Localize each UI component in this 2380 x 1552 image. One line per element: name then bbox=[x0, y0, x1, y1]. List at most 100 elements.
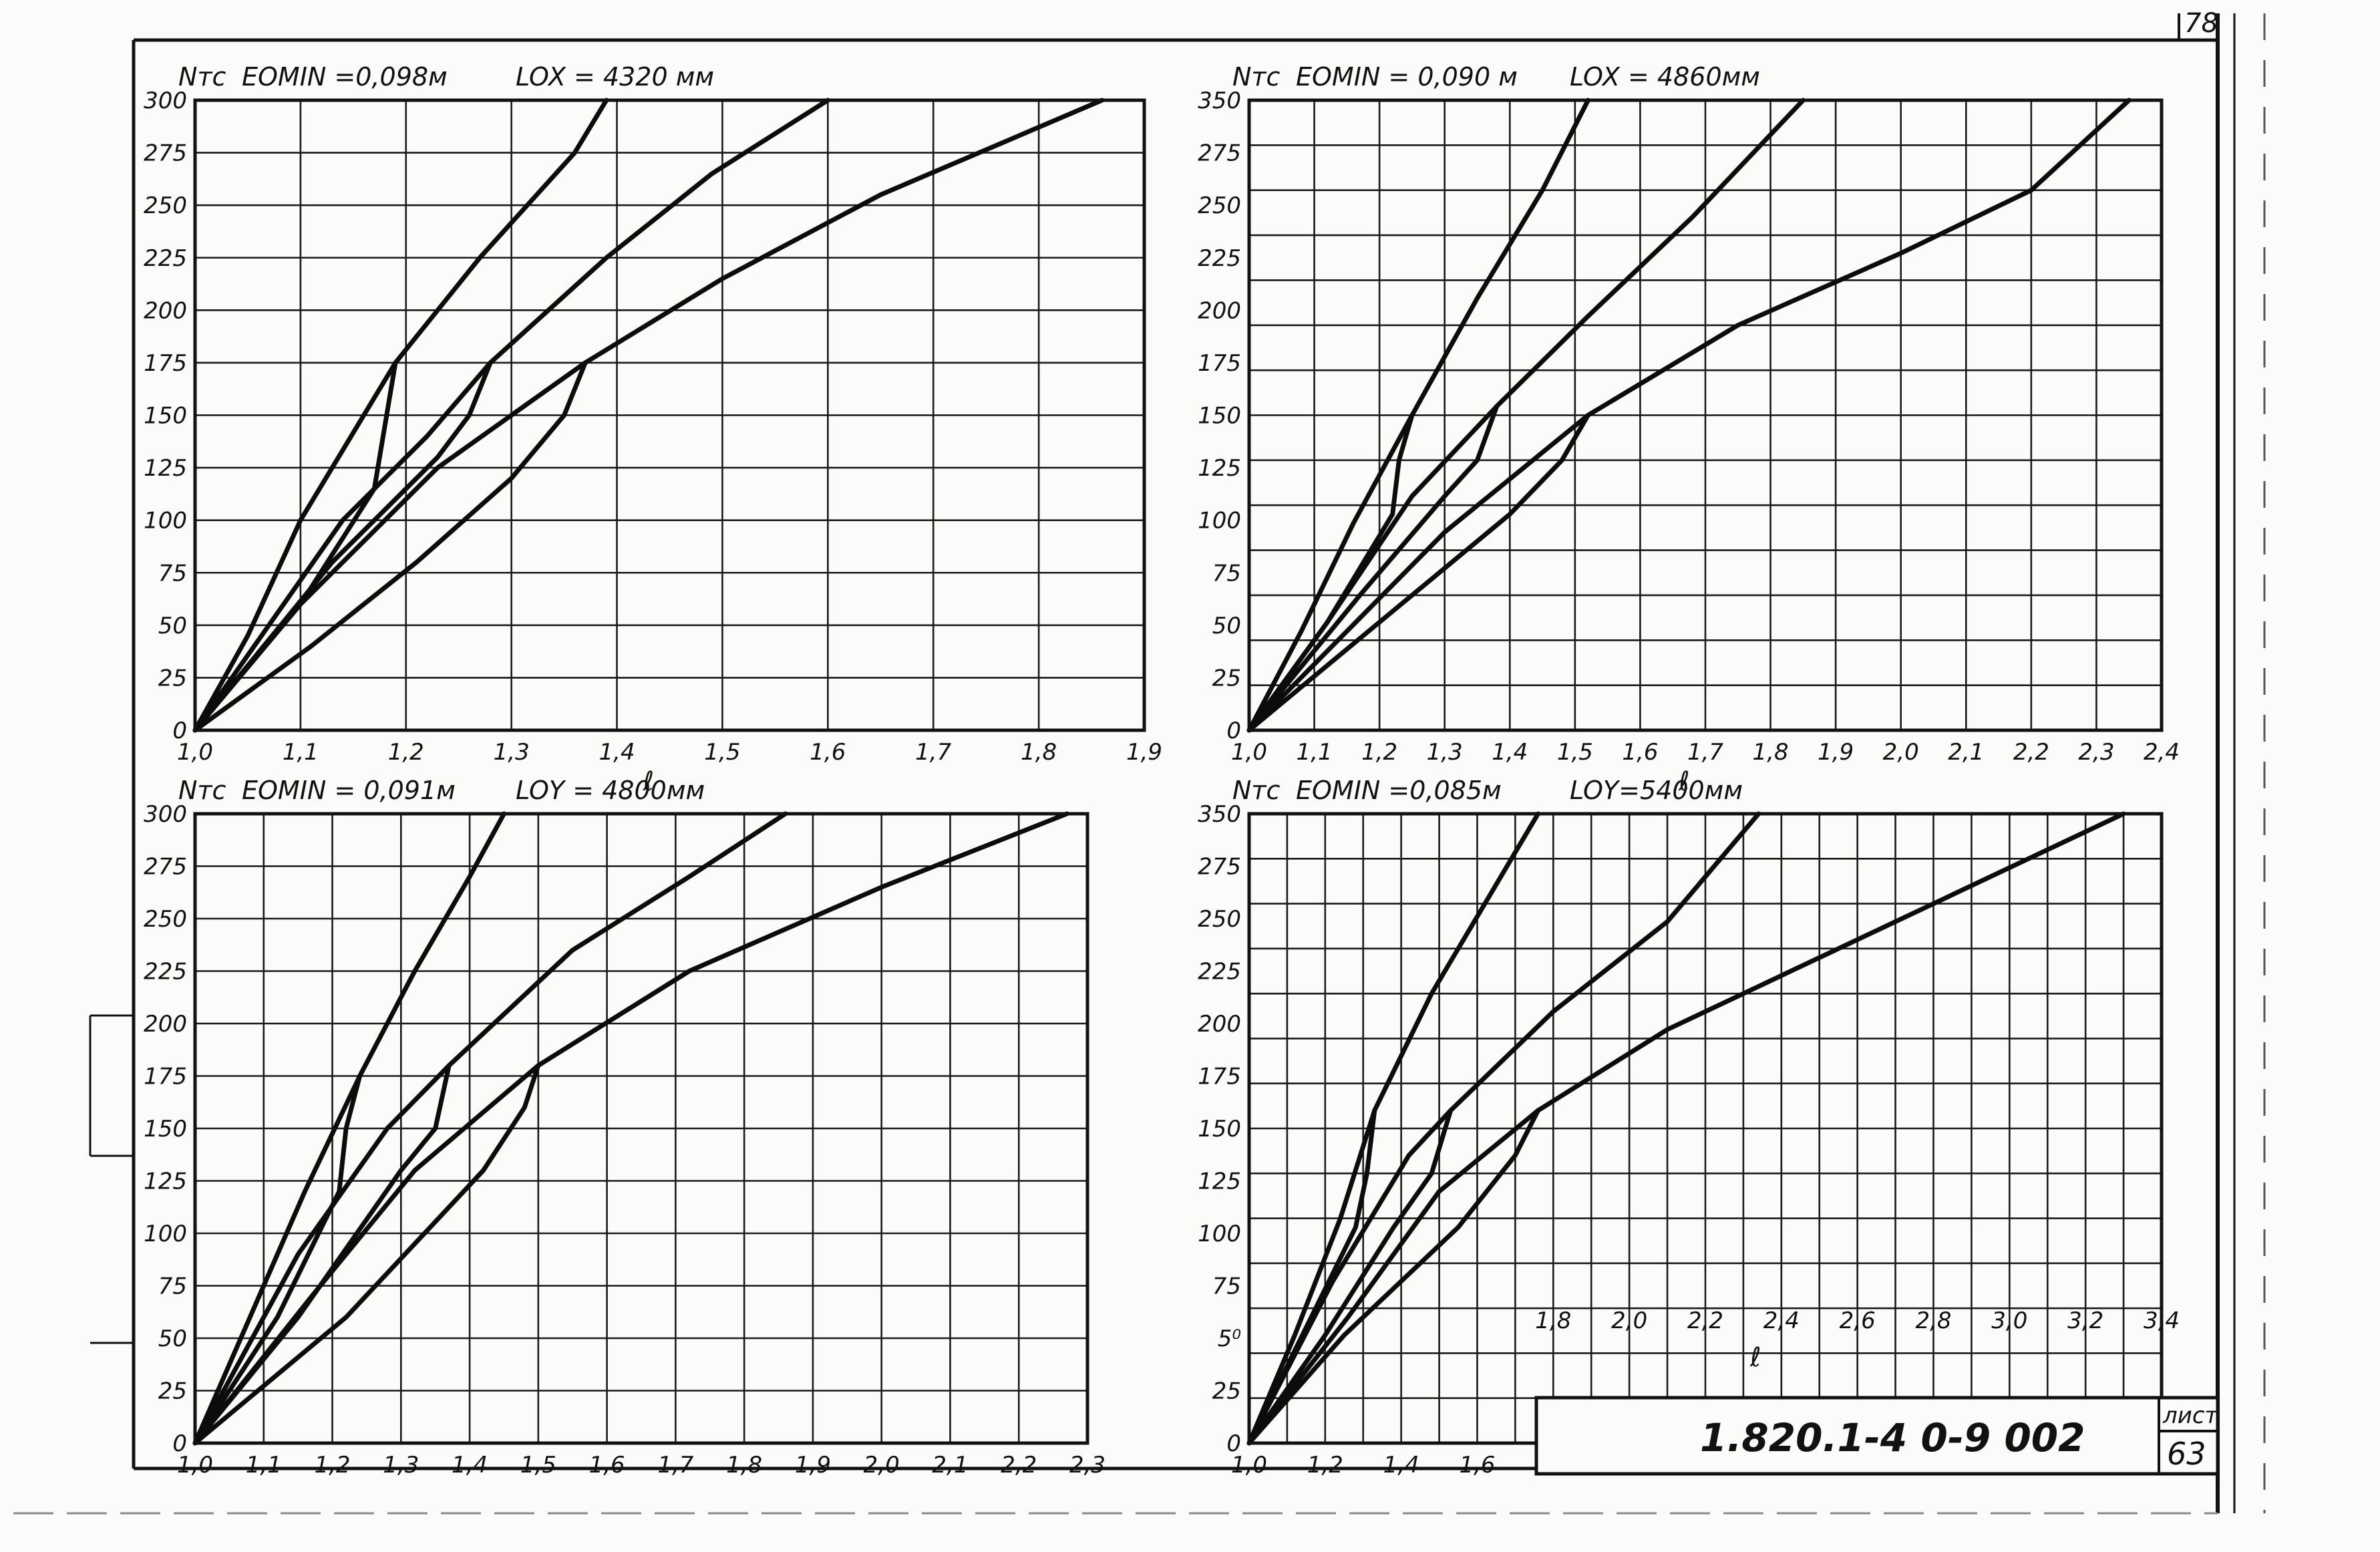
y-tick-label: 50 bbox=[158, 613, 187, 639]
x-tick-label: 2,4 bbox=[2144, 739, 2180, 766]
title-block: 1.820.1-4 0-9 002 лист 63 bbox=[1534, 1396, 2220, 1476]
y-tick-label: 75 bbox=[158, 560, 187, 587]
x-tick-label: 2,0 bbox=[1883, 739, 1919, 766]
plot-frame bbox=[1247, 98, 2164, 732]
y-tick-label: 150 bbox=[144, 403, 187, 430]
stamp-page-number: 63 bbox=[2167, 1436, 2206, 1472]
y-tick-label: 75 bbox=[158, 1273, 187, 1300]
x-tick-label: 1,4 bbox=[599, 739, 635, 766]
y-tick-label: 225 bbox=[1198, 959, 1241, 985]
x-axis-label: ℓ bbox=[1749, 1342, 1761, 1373]
series-curve-3 bbox=[1246, 98, 2132, 733]
y-tick-label: 100 bbox=[144, 1221, 187, 1247]
x-tick-label: 1,8 bbox=[726, 1452, 762, 1479]
x-tick-label: 1,7 bbox=[915, 739, 951, 766]
x-tick-label: 1,0 bbox=[1231, 739, 1267, 766]
x-ticks: 1,0 1,1 1,2 1,3 1,4 1,5 1,6 1,7 1,8 1,9 2,0 2,1 2,2 2… bbox=[1231, 739, 2180, 766]
y-tick-label: 250 bbox=[1198, 192, 1241, 219]
series-curve-6 bbox=[192, 360, 588, 733]
x-tick-label: 1,6 bbox=[1622, 739, 1658, 766]
header-length: LOY=5400мм bbox=[1570, 776, 1743, 805]
y-tick-label: 125 bbox=[144, 1169, 187, 1195]
y-axis-label: Nтс bbox=[1232, 62, 1281, 92]
y-tick-label: 350 bbox=[1198, 88, 1241, 114]
y-tick-label: 225 bbox=[144, 245, 187, 272]
x-tick-label: 2,0 bbox=[864, 1452, 900, 1479]
x-tick-label: 2,2 bbox=[2013, 739, 2049, 766]
y-tick-label: 25 bbox=[158, 1378, 187, 1405]
y-tick-label: 50 bbox=[158, 1326, 187, 1352]
x-ticks: 1,0 1,1 1,2 1,3 1,4 1,5 1,6 1,7 1,8 1,9 bbox=[177, 739, 1162, 766]
y-tick-label: 75 bbox=[1212, 1273, 1241, 1300]
y-tick-label: 275 bbox=[144, 140, 187, 167]
y-tick-label: 150 bbox=[1198, 403, 1241, 430]
x-tick-label: 1,6 bbox=[1459, 1452, 1495, 1479]
x-tick-label: 1,2 bbox=[1307, 1452, 1343, 1479]
x-tick-label: 1,1 bbox=[1297, 739, 1333, 766]
y-axis-label: Nтс bbox=[178, 62, 226, 92]
x-tick-label: 1,3 bbox=[1427, 739, 1463, 766]
y-tick-label: 300 bbox=[144, 88, 187, 114]
series-curve-5 bbox=[192, 360, 493, 733]
x-tick-label: 3,0 bbox=[1991, 1307, 2027, 1334]
y-tick-label: 100 bbox=[1198, 1221, 1241, 1247]
y-tick-label: 75 bbox=[1212, 560, 1241, 587]
x-tick-label: 1,8 bbox=[1753, 739, 1789, 766]
series-curve-5 bbox=[1246, 404, 1500, 733]
series-curve-6 bbox=[1246, 413, 1590, 733]
x-tick-label: 1,5 bbox=[704, 739, 740, 766]
y-tick-label: 100 bbox=[144, 508, 187, 534]
chart-bottom-right: 0 25 5⁰ 75 100 125 150 175 200 225 250 275 350 1,0 1,… bbox=[1198, 776, 2180, 1479]
series-curve-5 bbox=[1246, 1108, 1454, 1446]
x-tick-label: 1,9 bbox=[1126, 739, 1162, 766]
x-tick-label: 1,4 bbox=[1492, 739, 1528, 766]
y-tick-label: 200 bbox=[1198, 297, 1241, 324]
y-tick-label: 175 bbox=[1198, 1064, 1241, 1090]
x-tick-label: 2,2 bbox=[1001, 1452, 1037, 1479]
y-tick-label: 225 bbox=[144, 959, 187, 985]
y-tick-label: 125 bbox=[144, 455, 187, 482]
x-tick-label: 2,2 bbox=[1687, 1307, 1723, 1334]
y-tick-label: 200 bbox=[1198, 1011, 1241, 1038]
y-tick-label: 175 bbox=[144, 1064, 187, 1090]
header-eomin: EOMIN =0,098м bbox=[242, 62, 448, 92]
header-eomin: EOMIN = 0,091м bbox=[242, 776, 456, 805]
series-curve-6 bbox=[192, 1063, 541, 1446]
header-length: LOX = 4320 мм bbox=[516, 62, 714, 92]
y-tick-label: 250 bbox=[1198, 906, 1241, 933]
y-ticks: 0 25 50 75 100 125 150 175 200 225 250 275 300 bbox=[144, 88, 187, 744]
y-tick-label: 175 bbox=[144, 350, 187, 377]
y-tick-label: 125 bbox=[1198, 455, 1241, 482]
y-tick-label: 300 bbox=[144, 801, 187, 828]
header-eomin: EOMIN =0,085м bbox=[1296, 776, 1502, 805]
series-curve-4 bbox=[1246, 413, 1415, 733]
y-tick-label: 275 bbox=[1198, 140, 1241, 167]
x-tick-label: 1,2 bbox=[314, 1452, 350, 1479]
y-tick-label: 100 bbox=[1198, 508, 1241, 534]
y-tick-label: 150 bbox=[1198, 1116, 1241, 1142]
sheet-number: 78 bbox=[2184, 8, 2218, 39]
stamp-sheet-label: лист bbox=[2162, 1402, 2219, 1429]
y-tick-label: 200 bbox=[144, 297, 187, 324]
chart-curves bbox=[1246, 98, 2132, 733]
x-axis-label: ℓ bbox=[1678, 766, 1690, 797]
x-tick-label: 1,0 bbox=[177, 1452, 213, 1479]
x-tick-label: 1,4 bbox=[452, 1452, 488, 1479]
x-tick-label: 2,6 bbox=[1840, 1307, 1876, 1334]
y-tick-label: 5⁰ bbox=[1218, 1326, 1242, 1352]
y-tick-label: 50 bbox=[1212, 613, 1241, 639]
x-tick-label: 1,5 bbox=[520, 1452, 556, 1479]
x-tick-label: 1,4 bbox=[1383, 1452, 1419, 1479]
y-tick-label: 25 bbox=[158, 665, 187, 691]
x-tick-label: 1,5 bbox=[1557, 739, 1593, 766]
x-tick-label: 2,0 bbox=[1611, 1307, 1647, 1334]
header-length: LOY = 4800мм bbox=[516, 776, 705, 805]
y-ticks: 0 25 50 75 100 125 150 175 200 225 250 275 350 bbox=[1198, 88, 1241, 744]
chart-grid bbox=[1249, 100, 2162, 730]
chart-curves bbox=[192, 811, 1069, 1446]
x-tick-label: 1,7 bbox=[657, 1452, 693, 1479]
plot-frame bbox=[193, 98, 1146, 732]
x-tick-label: 1,0 bbox=[177, 739, 213, 766]
